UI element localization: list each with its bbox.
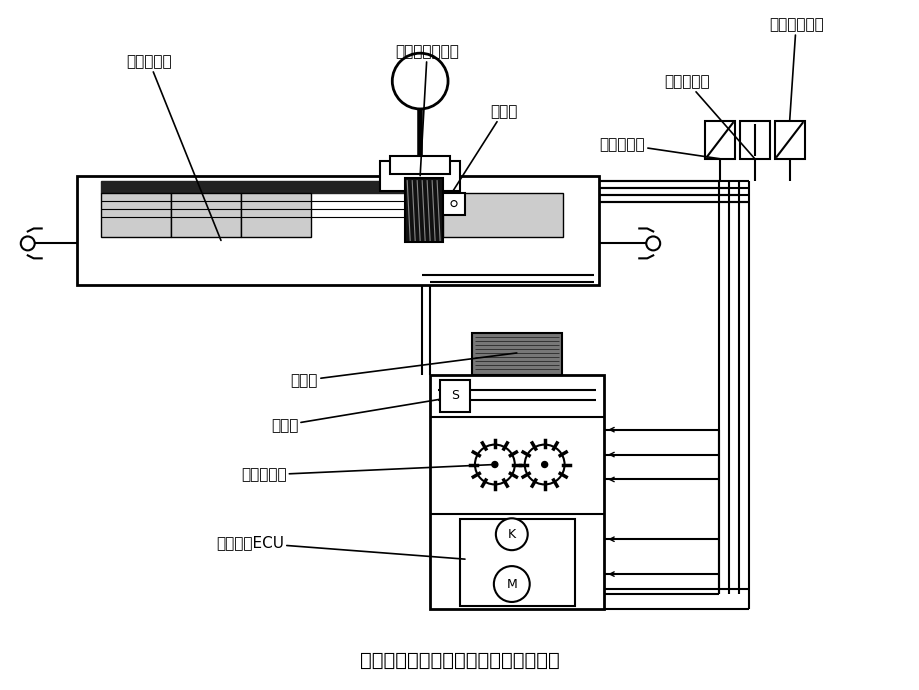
Bar: [460, 520, 573, 606]
Text: 转向控制灯: 转向控制灯: [664, 74, 754, 159]
Bar: [443, 193, 464, 215]
Text: S: S: [450, 389, 459, 402]
Bar: [241, 193, 311, 237]
Bar: [443, 193, 562, 237]
Circle shape: [645, 237, 660, 250]
Text: 波罗轿车电动液压助力转向系统示意图: 波罗轿车电动液压助力转向系统示意图: [359, 651, 560, 670]
Circle shape: [391, 53, 448, 109]
Circle shape: [541, 462, 547, 468]
Bar: [76, 176, 599, 285]
Bar: [380, 161, 460, 190]
Circle shape: [494, 566, 529, 602]
Text: 限压阀: 限压阀: [270, 397, 455, 433]
Text: 电动液压泵: 电动液压泵: [241, 464, 494, 482]
Circle shape: [492, 462, 497, 468]
Text: 动力转向ECU: 动力转向ECU: [216, 535, 464, 559]
Circle shape: [474, 444, 515, 484]
Bar: [439, 380, 470, 412]
Bar: [404, 178, 443, 242]
Bar: [739, 121, 769, 159]
Text: 单向阀: 单向阀: [449, 104, 516, 195]
Text: 储油罐: 储油罐: [290, 353, 516, 388]
Bar: [430, 375, 604, 609]
Bar: [101, 193, 171, 237]
Circle shape: [21, 237, 35, 250]
Circle shape: [495, 518, 528, 550]
Text: 动力转向器: 动力转向器: [126, 54, 221, 240]
Bar: [471, 333, 561, 375]
Text: 发动机传感器: 发动机传感器: [768, 17, 823, 121]
Bar: [774, 121, 804, 159]
Circle shape: [450, 201, 457, 206]
Bar: [390, 156, 449, 174]
Circle shape: [524, 444, 564, 484]
Bar: [101, 181, 410, 193]
Text: 转向助力传感器: 转向助力传感器: [395, 44, 459, 176]
Text: M: M: [505, 578, 516, 591]
Bar: [704, 121, 734, 159]
Text: K: K: [507, 528, 516, 541]
Bar: [171, 193, 241, 237]
Text: 车速传感器: 车速传感器: [599, 137, 720, 159]
